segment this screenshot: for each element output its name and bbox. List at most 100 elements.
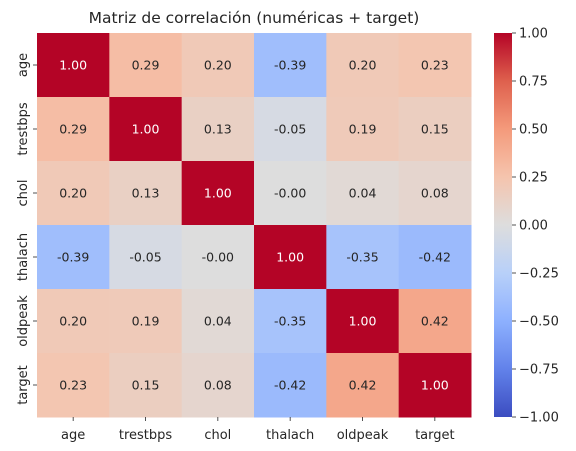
heatmap-cell	[109, 97, 183, 162]
heatmap-cell	[398, 97, 472, 162]
cell-value-label: 0.20	[59, 186, 87, 201]
cell-value-label: 0.20	[59, 314, 87, 329]
cell-value-label: 0.19	[132, 314, 160, 329]
heatmap-cell	[181, 289, 255, 354]
cell-value-label: 0.15	[421, 122, 449, 137]
heatmap-cell	[109, 225, 183, 290]
x-tick-label: chol	[204, 428, 231, 443]
cell-value-label: 1.00	[59, 58, 87, 73]
heatmap-cell	[326, 33, 400, 98]
colorbar-gradient	[494, 33, 512, 417]
cell-value-label: 0.04	[204, 314, 232, 329]
chart-title: Matriz de correlación (numéricas + targe…	[89, 9, 420, 27]
x-tick-label: target	[415, 428, 455, 443]
cell-value-label: -0.42	[419, 250, 451, 265]
cell-value-label: -0.05	[129, 250, 161, 265]
cell-value-label: 0.20	[349, 58, 377, 73]
colorbar-tick-label: −1.00	[519, 411, 559, 426]
cell-value-label: 0.29	[59, 122, 87, 137]
cell-value-label: -0.00	[202, 250, 234, 265]
cell-value-label: 0.13	[204, 122, 232, 137]
cell-value-label: 0.23	[421, 58, 449, 73]
heatmap-cell	[398, 161, 472, 226]
colorbar-tick-label: −0.25	[519, 267, 559, 282]
heatmap-cell	[254, 353, 327, 418]
heatmap-cell	[326, 289, 400, 354]
cell-value-label: 0.42	[349, 378, 377, 393]
y-tick-label: chol	[16, 180, 31, 207]
heatmap-cell	[181, 225, 255, 290]
cell-value-label: 1.00	[204, 186, 232, 201]
heatmap-cell	[254, 97, 327, 162]
colorbar-tick-label: 0.00	[519, 219, 548, 234]
heatmap-cell	[398, 289, 472, 354]
y-tick-label: age	[16, 53, 31, 77]
heatmap-cell	[254, 225, 327, 290]
cell-value-label: -0.35	[346, 250, 378, 265]
y-tick-label: thalach	[16, 233, 31, 281]
colorbar-tick-label: 0.75	[519, 75, 548, 90]
y-tick-label: target	[16, 365, 31, 405]
heatmap-cell	[37, 33, 110, 98]
y-tick-label: oldpeak	[16, 295, 31, 347]
cell-value-label: 0.29	[132, 58, 160, 73]
cell-value-label: 0.42	[421, 314, 449, 329]
colorbar-tick-label: −0.75	[519, 363, 559, 378]
cell-value-label: 0.19	[349, 122, 377, 137]
cell-value-label: 0.20	[204, 58, 232, 73]
cell-value-label: 0.08	[204, 378, 232, 393]
heatmap-cell	[398, 33, 472, 98]
cell-value-label: 1.00	[276, 250, 304, 265]
x-tick-label: age	[61, 428, 85, 443]
heatmap-cell	[37, 353, 110, 418]
x-tick-label: thalach	[266, 428, 314, 443]
cell-value-label: -0.05	[274, 122, 306, 137]
y-tick-label: trestbps	[16, 102, 31, 156]
heatmap-cell	[181, 353, 255, 418]
heatmap-cell	[109, 353, 183, 418]
heatmap-cell	[254, 289, 327, 354]
cell-value-label: 0.04	[349, 186, 377, 201]
cell-value-label: -0.39	[274, 58, 306, 73]
colorbar-tick-label: 0.50	[519, 123, 548, 138]
heatmap-cell	[181, 97, 255, 162]
cell-value-label: 0.15	[132, 378, 160, 393]
colorbar: 1.00 0.75 0.50 0.25 0.00 −0.25 −0.50 −0.75 −1.00	[494, 27, 559, 426]
heatmap-cell	[109, 289, 183, 354]
x-axis-ticks: age trestbps chol thalach oldpeak target	[61, 417, 455, 443]
heatmap-cell	[254, 33, 327, 98]
cell-value-label: -0.00	[274, 186, 306, 201]
colorbar-tick-label: 0.25	[519, 171, 548, 186]
heatmap-cell	[398, 225, 472, 290]
heatmap-cells: 1.00 0.29 0.20 -0.39 0.20 0.23 0.29 1.00 0.13 -0.…	[37, 33, 472, 418]
cell-value-label: -0.42	[274, 378, 306, 393]
heatmap-cell	[37, 161, 110, 226]
cell-value-label: 0.13	[132, 186, 160, 201]
heatmap-cell	[109, 33, 183, 98]
y-axis-ticks: age trestbps chol thalach oldpeak target	[16, 53, 37, 405]
cell-value-label: 0.23	[59, 378, 87, 393]
cell-value-label: 1.00	[421, 378, 449, 393]
heatmap-cell	[326, 225, 400, 290]
cell-value-label: -0.39	[57, 250, 89, 265]
colorbar-tick-label: 1.00	[519, 27, 548, 42]
heatmap-cell	[109, 161, 183, 226]
cell-value-label: -0.35	[274, 314, 306, 329]
cell-value-label: 0.08	[421, 186, 449, 201]
heatmap-cell	[37, 97, 110, 162]
x-tick-label: oldpeak	[337, 428, 389, 443]
colorbar-tick-label: −0.50	[519, 315, 559, 330]
heatmap-cell	[398, 353, 472, 418]
heatmap-cell	[37, 225, 110, 290]
heatmap-cell	[37, 289, 110, 354]
heatmap-cell	[326, 353, 400, 418]
heatmap-cell	[326, 97, 400, 162]
x-tick-label: trestbps	[119, 428, 173, 443]
heatmap-cell	[181, 33, 255, 98]
heatmap-cell	[326, 161, 400, 226]
cell-value-label: 1.00	[349, 314, 377, 329]
heatmap-cell	[254, 161, 327, 226]
cell-value-label: 1.00	[132, 122, 160, 137]
heatmap-cell	[181, 161, 255, 226]
